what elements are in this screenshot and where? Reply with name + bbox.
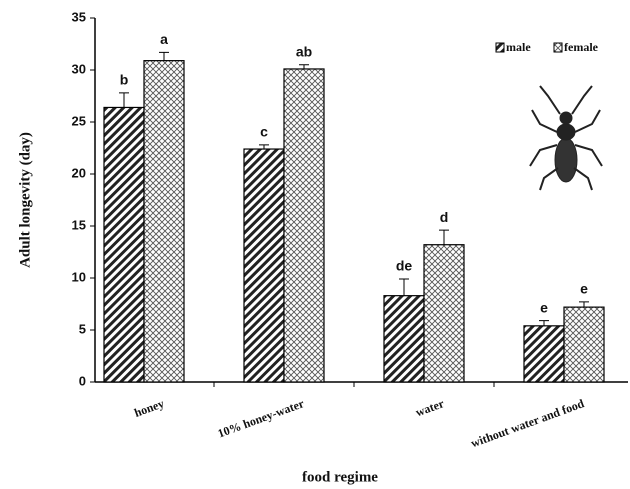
- significance-letter: de: [396, 258, 413, 274]
- error-bar: [159, 51, 169, 61]
- y-tick-label: 20: [72, 165, 86, 180]
- legend-label: female: [564, 40, 599, 54]
- error-bar: [119, 92, 129, 108]
- significance-letter: ab: [296, 44, 312, 60]
- legend-swatch: [495, 42, 505, 53]
- bar: [423, 244, 465, 383]
- error-bar: [539, 320, 549, 326]
- bar: [563, 306, 605, 383]
- bar: [283, 68, 325, 383]
- significance-letter: b: [120, 72, 129, 88]
- y-tick-label: 15: [72, 217, 86, 232]
- bar: [523, 325, 565, 383]
- error-bar: [259, 144, 269, 150]
- significance-letter: a: [160, 31, 168, 47]
- significance-letter: c: [260, 124, 268, 140]
- bar: [383, 295, 425, 383]
- bar: [103, 106, 145, 383]
- error-bar: [579, 301, 589, 308]
- legend-swatch: [553, 42, 563, 53]
- x-tick-label: without water and food: [469, 396, 586, 450]
- legend-label: male: [506, 40, 531, 54]
- y-tick-label: 0: [79, 373, 86, 388]
- insect-icon: [529, 85, 603, 191]
- x-tick-label: 10% honey-water: [216, 396, 307, 441]
- y-axis-title: Adult longevity (day): [17, 132, 33, 268]
- y-tick-label: 5: [79, 321, 86, 336]
- bar: [143, 60, 185, 383]
- x-tick-label: honey: [132, 396, 166, 420]
- x-axis-title: food regime: [302, 469, 378, 485]
- y-tick-label: 30: [72, 61, 86, 76]
- error-bar: [439, 229, 449, 245]
- significance-letter: e: [580, 281, 588, 297]
- error-bar: [399, 278, 409, 296]
- y-tick-label: 10: [72, 269, 86, 284]
- significance-letter: e: [540, 299, 548, 315]
- bar: [243, 148, 285, 383]
- error-bar: [299, 64, 309, 69]
- x-tick-label: water: [414, 396, 447, 419]
- y-tick-label: 25: [72, 113, 86, 128]
- y-tick-label: 35: [72, 9, 86, 24]
- significance-letter: d: [440, 209, 449, 225]
